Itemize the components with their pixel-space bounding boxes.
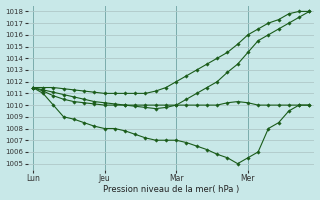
X-axis label: Pression niveau de la mer( hPa ): Pression niveau de la mer( hPa ) [103, 185, 239, 194]
